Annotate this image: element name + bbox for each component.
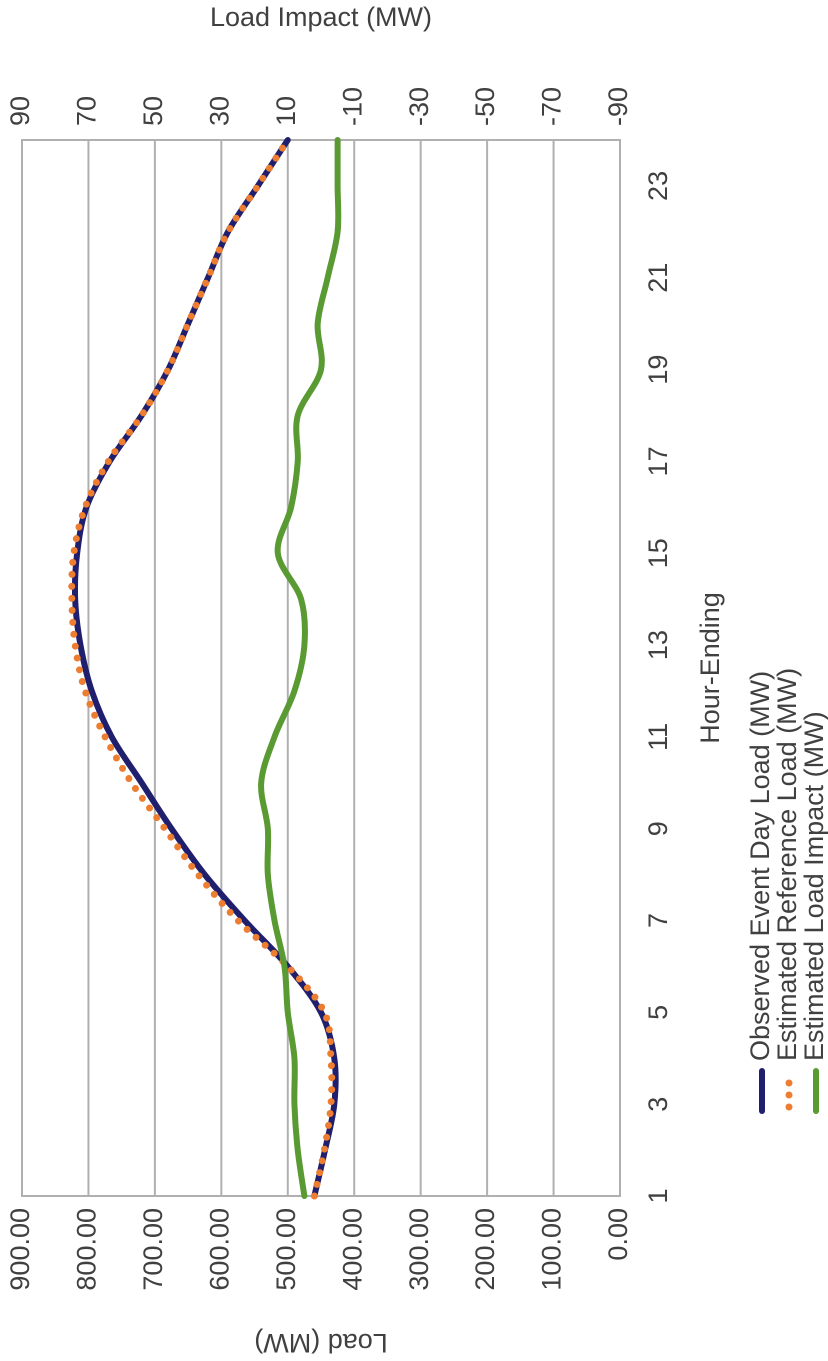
y-tick-label: 600.00 bbox=[204, 1208, 234, 1291]
y2-axis-title: Load Impact (MW) bbox=[210, 2, 432, 32]
y-tick-label: 900.00 bbox=[5, 1208, 35, 1291]
y2-tick-label: 90 bbox=[5, 96, 35, 126]
y-tick-label: 400.00 bbox=[337, 1208, 367, 1291]
series-line bbox=[258, 137, 342, 1199]
x-tick-label: 7 bbox=[643, 913, 673, 928]
series-line bbox=[71, 137, 339, 1199]
x-axis-title: Hour-Ending bbox=[695, 592, 725, 744]
y2-tick-label: -70 bbox=[537, 87, 567, 126]
x-tick-label: 17 bbox=[643, 446, 673, 476]
y-tick-label: 700.00 bbox=[138, 1208, 168, 1291]
legend-label: Estimated Load Impact (MW) bbox=[799, 711, 828, 1061]
x-tick-label: 15 bbox=[643, 538, 673, 568]
y-tick-label: 0.00 bbox=[603, 1208, 633, 1261]
legend-label: Observed Event Day Load (MW) bbox=[745, 671, 775, 1061]
y-tick-label: 300.00 bbox=[404, 1208, 434, 1291]
x-tick-label: 23 bbox=[643, 171, 673, 201]
y2-tick-label: -90 bbox=[603, 87, 633, 126]
plot-border bbox=[21, 139, 621, 1197]
x-tick-label: 3 bbox=[643, 1097, 673, 1112]
y-tick-label: 500.00 bbox=[271, 1208, 301, 1291]
y2-tick-label: 70 bbox=[72, 96, 102, 126]
x-tick-label: 9 bbox=[643, 821, 673, 836]
x-tick-label: 13 bbox=[643, 630, 673, 660]
series-line bbox=[68, 136, 336, 1200]
legend-label: Estimated Reference Load (MW) bbox=[772, 668, 802, 1061]
y2-tick-label: -50 bbox=[470, 87, 500, 126]
y2-tick-label: 50 bbox=[138, 96, 168, 126]
y2-tick-label: 30 bbox=[204, 96, 234, 126]
x-tick-label: 19 bbox=[643, 355, 673, 385]
x-tick-label: 1 bbox=[643, 1188, 673, 1203]
y-axis-title: Load (MW) bbox=[254, 1328, 388, 1358]
y-tick-label: 800.00 bbox=[72, 1208, 102, 1291]
y2-tick-label: -30 bbox=[404, 87, 434, 126]
x-tick-label: 11 bbox=[643, 723, 673, 751]
x-tick-label: 21 bbox=[643, 263, 673, 293]
y-tick-label: 200.00 bbox=[470, 1208, 500, 1291]
y2-tick-label: -10 bbox=[337, 87, 367, 126]
y-tick-label: 100.00 bbox=[537, 1208, 567, 1291]
y2-tick-label: 10 bbox=[271, 96, 301, 126]
x-tick-label: 5 bbox=[643, 1005, 673, 1020]
